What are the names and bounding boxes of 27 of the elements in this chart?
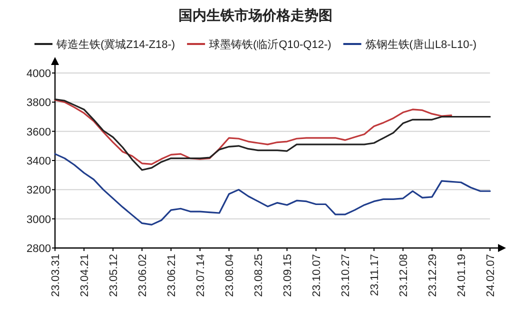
y-tick-label: 2800	[26, 243, 51, 255]
x-tick-label: 23.10.07	[311, 254, 323, 297]
y-tick-label: 3800	[26, 97, 51, 110]
x-tick-label: 23.11.17	[369, 254, 381, 296]
x-tick-label: 24.02.07	[485, 254, 497, 297]
x-tick-label: 23.06.21	[166, 254, 178, 297]
x-tick-label: 23.12.08	[398, 254, 410, 297]
x-tick-label: 23.09.15	[282, 254, 294, 297]
chart-title: 国内生铁市场价格走势图	[178, 7, 332, 23]
y-tick-label: 3400	[26, 156, 51, 168]
x-tick-label: 23.03.31	[50, 254, 62, 297]
legend-label: 球墨铸铁(临沂Q10-Q12-)	[209, 38, 332, 51]
legend-label: 铸造生铁(冀城Z14-Z18-)	[55, 38, 176, 51]
x-tick-label: 23.04.21	[79, 254, 91, 297]
y-tick-label: 3200	[26, 184, 51, 197]
legend-label: 炼钢生铁(唐山L8-L10-)	[365, 38, 477, 51]
x-tick-label: 24.01.19	[456, 254, 468, 297]
x-tick-label: 23.05.12	[108, 254, 120, 297]
x-tick-label: 23.08.04	[224, 254, 236, 297]
x-tick-label: 23.10.27	[340, 254, 352, 297]
x-tick-label: 23.07.14	[195, 254, 207, 297]
y-tick-label: 3000	[26, 214, 51, 226]
x-tick-label: 23.08.25	[253, 254, 265, 297]
y-tick-label: 3600	[26, 126, 51, 138]
x-tick-label: 23.12.29	[427, 254, 439, 297]
y-tick-label: 4000	[26, 68, 51, 80]
x-tick-label: 23.06.02	[137, 254, 149, 297]
